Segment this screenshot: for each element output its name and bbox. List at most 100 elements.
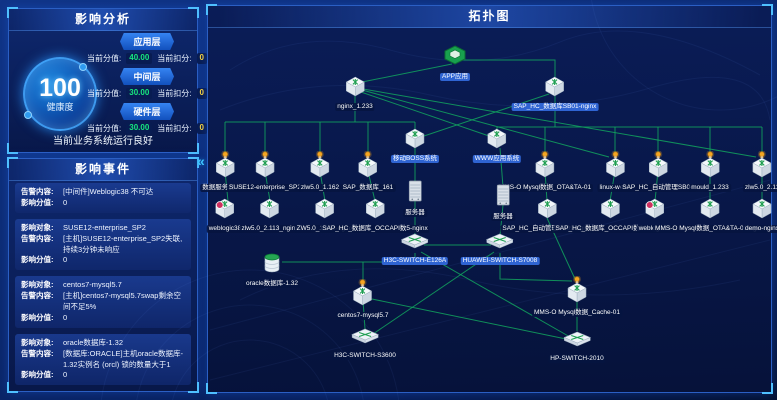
impact-events-title: 影响事件 [9,159,197,181]
topology-node-label: SAP_HC_自动管理SB04 [620,184,696,192]
gauge-dot [24,111,32,119]
cube-node-icon [344,76,366,102]
health-score: 100 [39,73,81,102]
cube-node-icon [699,198,721,224]
topology-node-sapsb04[interactable]: SAP_HC_自动管理SB04 [620,150,696,192]
host-node-icon [699,150,721,183]
event-list: 告警内容: [中间件]Weblogic38 不可达 影响分值: 0 影响对象: SUSE1… [15,183,191,385]
alert-node-icon [214,198,236,224]
switch-node-icon [351,328,379,351]
event-field-value: oracle数据库-1.32 [63,337,124,347]
event-field-label: 影响对象: [21,280,54,290]
topology-node-oracle[interactable]: oracle数据库-1.32 [243,252,301,288]
topology-node-label: nginx_1.233 [335,103,375,111]
topology-node-centos7[interactable]: centos7-mysql5.7 [335,278,391,320]
event-field-label: 告警内容: [21,233,54,243]
topology-node-hp2010[interactable]: HP-SWITCH-2010 [548,331,606,363]
event-field-value: 0 [63,370,68,380]
topology-node-huawei[interactable]: HUAWEI-SWITCH-S7008 [460,233,540,265]
layer-score-row: 当前分值: 30.00 当前扣分: 0 [87,88,207,99]
topology-node-demon[interactable]: demo-nginx [743,198,777,233]
topology-title: 拓扑图 [208,6,771,28]
cube-node-icon [364,198,386,224]
host-node-icon [534,150,556,183]
topology-node-h3c_e126a[interactable]: H3C-SWITCH-E126A [381,233,449,265]
switch-node-icon [563,331,591,354]
event-card[interactable]: 影响对象: centos7-mysql5.7 告警内容: [主机]centos7-my… [15,276,191,328]
topology-node-label: demo-nginx [743,225,777,233]
event-field: 影响分值: 0 [21,255,185,266]
corner-accent [188,143,199,154]
topology-node-label: zlw5.0_2.11 [742,184,777,192]
topology-node-h3c_s3600[interactable]: H3C-SWITCH-S3600 [332,328,398,360]
topology-node-label: SAP_HC_数据库_OCCAPI数5-nginx [320,225,430,233]
topology-node-zlw211[interactable]: zlw5.0_2.11 [742,150,777,192]
topology-node-mould[interactable]: mould_1.233 [689,150,731,192]
corner-accent [7,143,18,154]
corner-accent [206,383,217,394]
rack-node-icon [406,180,424,208]
topology-node-zlw1162[interactable]: zlw5.0_1.162 [298,150,342,192]
layer-block: 中间层当前分值: 30.00 当前扣分: 0 [87,68,207,99]
topology-node-mmscache[interactable]: MMS-O Mysql数据_Cache-01 [532,275,622,317]
layer-list: 应用层 当前分值: 40.00 当前扣分: 0 中间层 当前分值: 30.00 当前扣分: 0 硬件… [87,33,207,138]
event-field: 影响分值: 0 [21,370,185,381]
score-label: 当前分值: [87,89,122,98]
cube-node-icon [314,198,336,224]
topology-node-label: 服务器 [403,209,427,217]
topology-node-rack1[interactable]: 服务器 [403,180,427,217]
event-field-value: SUSE12-enterprise_SP2 [63,222,146,232]
event-card[interactable]: 影响对象: oracle数据库-1.32 告警内容: [数据库:ORACLE]主机or… [15,333,191,385]
rack-node-icon [494,184,512,212]
deduct-label: 当前扣分: [157,54,192,63]
topology-node-label: mould_1.233 [689,184,731,192]
corner-accent [762,4,773,15]
event-field-value: [数据库:ORACLE]主机oracle数据库-1.32实例名 (orcl) 锁… [63,348,184,369]
corner-accent [7,7,18,18]
topology-node-occapi30n[interactable]: SAP_HC_数据库_OCCAPI数30-nginx [553,198,667,233]
corner-accent [7,157,18,168]
topology-node-sap161[interactable]: SAP_数据库_161 [340,150,396,192]
event-field: 告警内容: [主机]centos7-mysql5.7swap剩余空间不足5% [21,291,185,313]
impact-analysis-title: 影响分析 [9,9,197,31]
event-field-value: [主机]centos7-mysql5.7swap剩余空间不足5% [63,291,181,311]
topology-node-label: weblogic38 [206,225,244,233]
layer-chip[interactable]: 硬件层 [120,103,174,120]
topology-node-zlw2113n[interactable]: zlw5.0_2.113_nginx [239,198,301,233]
topology-node-mmsotan[interactable]: MMS-O Mysql数据_OTA&TA-01-nginx [653,198,767,233]
event-field: 影响分值: 0 [21,198,185,209]
topology-node-suse[interactable]: SUSE12-enterprise_SP2 [227,150,303,192]
topology-node-bossA[interactable]: 移动BOSS系统 [390,128,440,163]
cube-node-icon [544,76,566,102]
deduct-label: 当前扣分: [157,124,192,133]
topology-node-occapi5[interactable]: SAP_HC_数据库_OCCAPI数5-nginx [320,198,430,233]
topology-node-label: HP-SWITCH-2010 [548,355,606,363]
collapse-topology-icon[interactable]: « [197,153,205,169]
event-card[interactable]: 影响对象: SUSE12-enterprise_SP2 告警内容: [主机]SUSE1… [15,218,191,271]
event-field: 影响对象: centos7-mysql5.7 [21,280,185,291]
corner-accent [188,382,199,393]
alert-node-icon [644,198,666,224]
deduct-value: 0 [196,123,207,134]
topology-node-app[interactable]: APP应用 [439,45,471,81]
score-value: 30.00 [126,123,153,134]
event-field-label: 告警内容: [21,291,54,301]
event-field-label: 影响对象: [21,222,54,232]
topology-node-sb01[interactable]: SAP_HC_数据库SB01-nginx [511,76,599,111]
health-gauge: 100 健康度 [23,57,97,131]
host-node-icon [352,278,374,311]
event-card[interactable]: 告警内容: [中间件]Weblogic38 不可达 影响分值: 0 [15,183,191,213]
topology-node-weblogic38[interactable]: weblogic38 [206,198,244,233]
deduct-value: 0 [196,88,207,99]
host-node-icon [647,150,669,183]
topology-node-nginx233[interactable]: nginx_1.233 [335,76,375,111]
topology-node-label: H3C-SWITCH-S3600 [332,352,398,360]
layer-chip[interactable]: 应用层 [120,33,174,50]
event-field-value: [主机]SUSE12-enterprise_SP2失联,持续3分钟未响应 [63,233,183,254]
corner-accent [206,4,217,15]
event-field-label: 影响分值: [21,370,54,380]
health-label: 健康度 [46,101,74,112]
layer-chip[interactable]: 中间层 [120,68,174,85]
topology-node-label: SAP_HC_数据库_OCCAPI数30-nginx [553,225,667,233]
layer-score-row: 当前分值: 40.00 当前扣分: 0 [87,53,207,64]
